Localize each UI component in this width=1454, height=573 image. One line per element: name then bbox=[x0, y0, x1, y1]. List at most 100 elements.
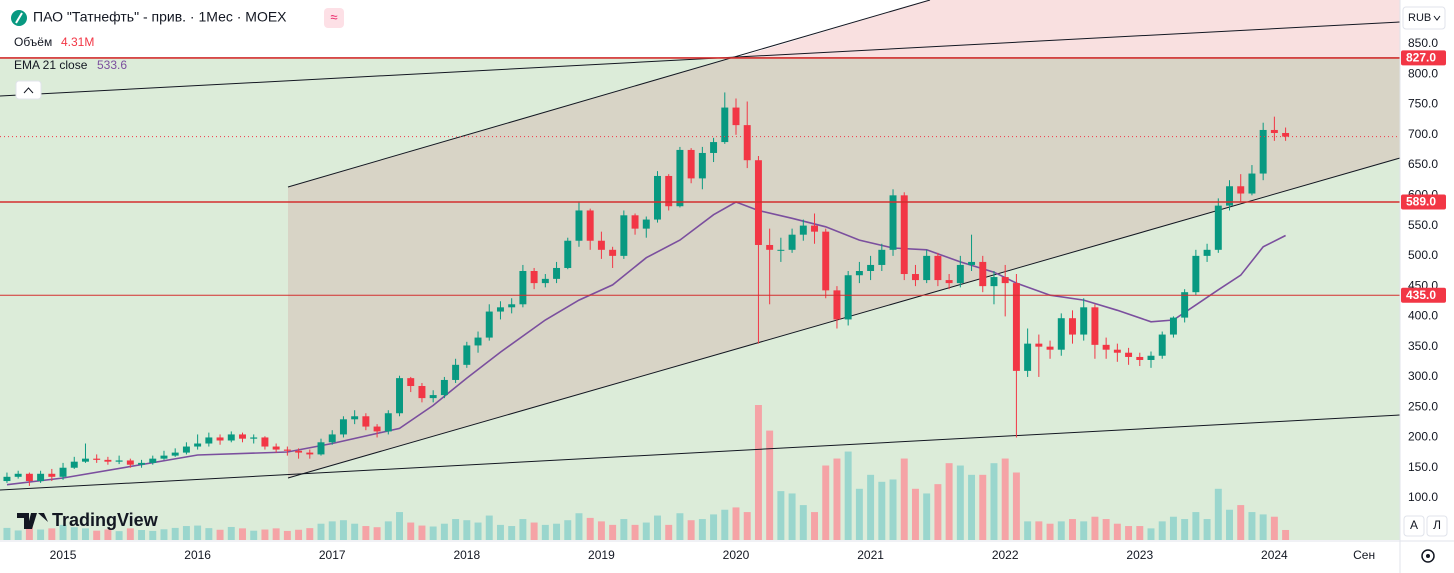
candle-body bbox=[14, 473, 22, 477]
button-label: A bbox=[1410, 518, 1418, 532]
candle-body bbox=[1259, 129, 1267, 174]
candle-body bbox=[1012, 283, 1020, 371]
channel-zone bbox=[288, 57, 1400, 478]
candle-body bbox=[138, 462, 146, 465]
volume-bar bbox=[440, 523, 448, 540]
volume-bar bbox=[3, 527, 11, 540]
candle-body bbox=[867, 264, 875, 271]
volume-bar bbox=[934, 484, 942, 540]
candle-body bbox=[317, 442, 325, 455]
volume-bar bbox=[160, 529, 168, 540]
candle-body bbox=[631, 215, 639, 229]
volume-bar bbox=[339, 520, 347, 540]
price-axis bbox=[1400, 0, 1454, 573]
candle-body bbox=[474, 337, 482, 346]
candle-body bbox=[1024, 343, 1032, 371]
volume-bar bbox=[283, 530, 291, 540]
candle-body bbox=[732, 107, 740, 126]
candle-body bbox=[743, 125, 751, 161]
candle-body bbox=[149, 458, 157, 463]
candle-body bbox=[1282, 132, 1290, 137]
candle-body bbox=[37, 473, 45, 482]
volume-bar bbox=[968, 474, 976, 540]
volume-bar bbox=[855, 488, 863, 540]
trend-line bbox=[0, 414, 1401, 491]
x-tick-label: 2015 bbox=[50, 548, 77, 562]
candle-body bbox=[990, 277, 998, 287]
volume-bar bbox=[1259, 514, 1267, 540]
volume-bar bbox=[59, 524, 67, 540]
collapse-icon bbox=[23, 87, 34, 94]
volume-bar bbox=[609, 524, 617, 540]
volume-bar bbox=[93, 530, 101, 540]
candle-body bbox=[911, 274, 919, 281]
volume-bar bbox=[1125, 526, 1133, 540]
x-tick-label: 2024 bbox=[1261, 548, 1288, 562]
candle-body bbox=[1035, 343, 1043, 347]
volume-bar bbox=[474, 522, 482, 540]
level-label: 435.0 bbox=[1406, 288, 1436, 302]
candle-body bbox=[328, 434, 336, 443]
volume-bar bbox=[620, 519, 628, 540]
candle-body bbox=[530, 270, 538, 284]
log-scale-button[interactable] bbox=[1426, 515, 1448, 537]
volume-bar bbox=[1282, 529, 1290, 540]
candle-body bbox=[855, 270, 863, 276]
candle-body bbox=[1113, 349, 1121, 353]
volume-bar bbox=[575, 513, 583, 540]
candle-body bbox=[205, 437, 213, 444]
time-axis bbox=[0, 541, 1400, 573]
y-tick-label: 300.0 bbox=[1408, 369, 1438, 383]
volume-bar bbox=[216, 529, 224, 540]
volume-bar bbox=[979, 474, 987, 540]
candle-body bbox=[1181, 292, 1189, 318]
collapse-button[interactable] bbox=[15, 80, 42, 100]
candle-body bbox=[665, 175, 673, 207]
y-tick-label: 700.0 bbox=[1408, 127, 1438, 141]
candle-body bbox=[272, 446, 280, 450]
candle-body bbox=[844, 275, 852, 320]
candle-body bbox=[788, 234, 796, 250]
candle-body bbox=[227, 434, 235, 441]
button-label: Л bbox=[1433, 518, 1441, 532]
volume-bar bbox=[463, 520, 471, 540]
candle-body bbox=[70, 461, 78, 468]
badge-icon: ≈ bbox=[330, 9, 337, 24]
logo-mark bbox=[15, 12, 23, 24]
candle-body bbox=[620, 215, 628, 256]
candle-body bbox=[923, 255, 931, 281]
candle-body bbox=[654, 175, 661, 220]
candle-body bbox=[3, 476, 11, 482]
candle-body bbox=[1214, 205, 1222, 250]
volume-bar bbox=[1270, 516, 1278, 540]
volume-bar bbox=[104, 529, 112, 540]
settings-icon[interactable] bbox=[1421, 549, 1435, 563]
candle-body bbox=[597, 240, 605, 250]
candle-body bbox=[429, 395, 437, 399]
volume-bar bbox=[900, 458, 908, 540]
volume-bar bbox=[396, 512, 403, 540]
candle-body bbox=[115, 460, 123, 462]
candle-body bbox=[250, 437, 258, 439]
x-tick-label: 2019 bbox=[588, 548, 615, 562]
x-tick-label: 2020 bbox=[723, 548, 750, 562]
candle-body bbox=[81, 458, 89, 462]
level-label-bg bbox=[1401, 50, 1446, 66]
candle-body bbox=[777, 249, 785, 251]
level-label-bg bbox=[1401, 194, 1446, 210]
indicator-badge[interactable] bbox=[324, 8, 344, 28]
volume-bar bbox=[530, 522, 538, 540]
price-pane bbox=[0, 57, 1400, 486]
volume-bar bbox=[642, 522, 650, 540]
auto-scale-button[interactable] bbox=[1403, 515, 1425, 537]
volume-bar bbox=[1024, 521, 1032, 540]
candle-body bbox=[575, 210, 583, 241]
volume-bar bbox=[564, 520, 572, 540]
volume-bar bbox=[878, 481, 886, 540]
x-tick-label: Сен bbox=[1353, 548, 1375, 562]
chart-title: ПАО "Татнефть" - прив. · 1Мес · MOEX bbox=[33, 9, 287, 25]
x-tick-label: 2023 bbox=[1126, 548, 1153, 562]
currency-button[interactable] bbox=[1402, 6, 1446, 30]
volume-bar bbox=[1080, 521, 1088, 540]
volume-bar bbox=[721, 509, 729, 540]
